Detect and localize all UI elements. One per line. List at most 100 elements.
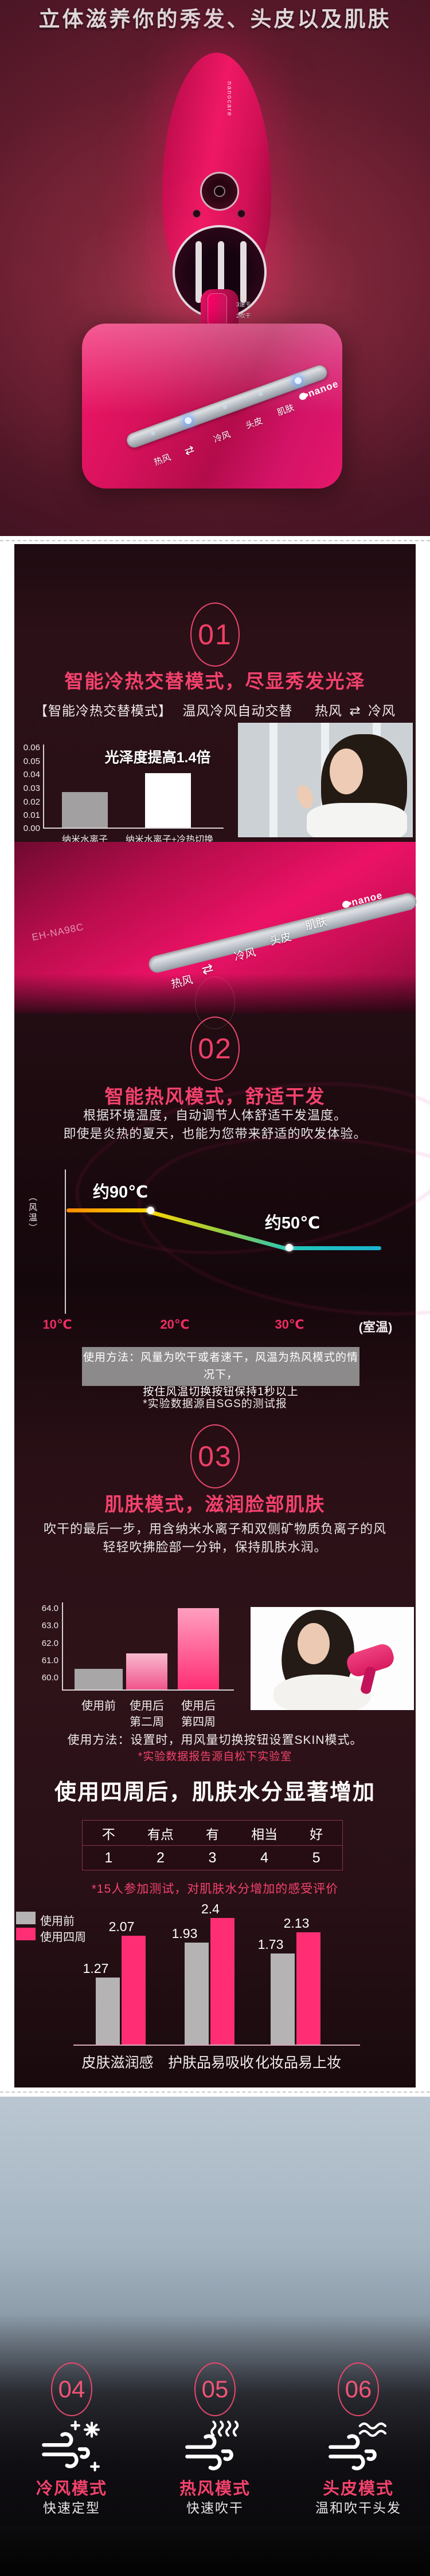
gloss-bar-nano [62,792,108,828]
led-indicator [258,391,264,397]
y-tick: 0.01 [23,810,40,820]
temp-chart-y-label: （风温） [28,1192,37,1234]
dashed-divider [0,2087,430,2096]
temp-line-cool [288,1246,381,1250]
woman-top [273,1675,371,1710]
section-03-desc-2: 轻轻吹拂脸部一分钟，保持肌肤水润。 [103,1540,327,1554]
section-number-03: 03 [190,1424,240,1488]
hot-wind-icon [185,2420,239,2471]
section-number-02: 02 [190,1017,240,1081]
lab-note: *实验数据报告源自松下实验室 [138,1751,292,1763]
survey-note: *15人参加测试，对肌肤水分增加的感受评价 [91,1882,339,1896]
nanoe-mark-icon [341,900,351,909]
y-tick: 64.0 [41,1604,58,1613]
header-cell: 有 [205,1826,219,1842]
woman-face [330,749,363,794]
panel-sheen [82,324,342,415]
gloss-annotation: 光泽度提高1.4倍 [104,750,211,766]
speed-switch [208,293,227,326]
bar-value: 2.07 [108,1919,135,1934]
section-01-title: 智能冷热交替模式，尽显秀发光泽 [64,671,366,692]
table-header-row: 不 有点 有 相当 好 [83,1821,342,1845]
y-tick: 0.02 [23,797,40,807]
perception-cat-3: 化妆品易上妆 [255,2055,341,2071]
skin-usage-note: 使用方法：设置时，用风量切换按钮设置SKIN模式。 [67,1734,363,1747]
moisture-x-axis [62,1689,234,1691]
usage-note-box: 使用方法：风量为吹干或者速干，风温为热风模式的情况下， 按住风温切换按钮保持1秒… [82,1347,359,1398]
temp-point-50 [286,1244,293,1251]
y-tick: 0.00 [23,824,40,833]
y-tick: 63.0 [41,1621,58,1630]
perception-bar-after-3 [296,1932,320,2045]
gloss-bar-nano-plus [145,773,191,828]
perception-cat-1: 皮肤滋润感 [81,2055,154,2071]
y-tick: 0.03 [23,783,40,793]
perception-bar-after-1 [122,1936,146,2045]
next-section-strip [0,2526,430,2576]
perception-x-axis [73,2045,360,2046]
temp-chart-y-axis [65,1169,66,1314]
bar-value: 2.13 [283,1916,310,1931]
mode-title-cold: 冷风模式 [36,2480,107,2498]
mode-hot-label: 热风 [314,703,342,718]
moisture-cat-3a: 使用后 [181,1700,216,1712]
y-tick: 0.05 [23,757,40,766]
temp-annotation-50: 约50℃ [264,1214,320,1232]
value-cell: 4 [260,1849,269,1866]
moisture-cat-2b: 第二周 [130,1716,164,1728]
mode-title-hot: 热风模式 [179,2480,251,2498]
legend-swatch-before [16,1912,36,1924]
perception-bar-before-2 [185,1943,209,2045]
mode-number-06: 06 [338,2362,379,2416]
woman-face [298,1623,330,1664]
grille-slat [240,241,247,303]
temp-line-hot [67,1208,150,1212]
mode-subtitle-hot: 快速吹干 [186,2500,244,2515]
scalp-wind-icon [329,2422,387,2471]
hero-section: 立体滋养你的秀发、头皮以及肌肤 nanocare 3速干 2吹干 1造型 热风 … [0,0,430,536]
y-tick: 60.0 [41,1673,58,1683]
led-indicator-lit [294,376,303,385]
window-frame [269,723,277,837]
gloss-chart-x-axis [43,828,224,829]
led-indicator-lit [183,416,193,425]
section-02-desc-2: 即使是炎热的夏天，也能为您带来舒适的吹发体验。 [63,1126,367,1141]
legend-label-before: 使用前 [40,1915,75,1928]
mode-subtitle-cold: 快速定型 [43,2500,100,2515]
header-cell: 有点 [147,1826,174,1842]
modes-overlay: 04 冷风模式 快速定型 05 热风模式 快速吹干 06 [0,2314,430,2526]
value-cell: 1 [104,1849,113,1866]
speed-switch-label-3: 3速干 [236,302,251,308]
bar-value: 2.4 [201,1901,220,1916]
usage-line-1: 使用方法：风量为吹干或者速干，风温为热风模式的情况下， [83,1352,358,1381]
section-03-title: 肌肤模式，滋润脸部肌肤 [104,1494,326,1515]
temp-annotation-90: 约90℃ [92,1183,148,1202]
section-03-desc-1: 吹干的最后一步，用含纳米水离子和双侧矿物质负离子的风 [43,1522,386,1536]
legend-label-after: 使用四周 [40,1931,86,1944]
nanoe-mark-icon [298,392,308,401]
usage-line-2: 按住风温切换按钮保持1秒以上 [143,1386,299,1398]
perception-bar-before-1 [96,1978,120,2045]
value-cell: 2 [156,1849,165,1866]
y-tick: 62.0 [41,1638,58,1648]
bar-value: 1.73 [257,1937,284,1952]
x-tick-20: 20℃ [160,1317,190,1332]
grille-slat [196,241,202,303]
temp-point-90 [147,1207,154,1214]
x-tick-10: 10℃ [42,1317,72,1332]
y-tick: 0.04 [23,770,40,779]
cut-off-heading: 吹风机的构造设计 [0,2570,430,2576]
moisture-cat-3b: 第四周 [181,1716,216,1728]
cycle-arrows-icon: ⇄ [349,703,361,718]
y-tick: 61.0 [41,1656,58,1665]
moisture-cat-1: 使用前 [81,1700,116,1712]
moisture-bar-week4 [178,1608,219,1689]
moisture-cat-2a: 使用后 [130,1700,164,1712]
dashed-divider [0,536,430,545]
subtitle-text: 温风冷风自动交替 [182,703,293,718]
vent-dot-left [193,210,201,218]
x-tick-30: 30℃ [275,1317,304,1332]
hero-title: 立体滋养你的秀发、头皮以及肌肤 [38,7,392,31]
header-cell: 不 [101,1826,115,1842]
